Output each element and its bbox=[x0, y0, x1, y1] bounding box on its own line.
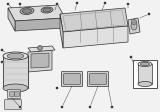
Polygon shape bbox=[63, 26, 128, 48]
Polygon shape bbox=[8, 5, 65, 21]
Circle shape bbox=[76, 1, 79, 4]
Circle shape bbox=[19, 2, 21, 5]
Ellipse shape bbox=[3, 84, 28, 92]
Circle shape bbox=[0, 60, 4, 64]
Polygon shape bbox=[28, 46, 55, 52]
Circle shape bbox=[37, 45, 43, 51]
Ellipse shape bbox=[131, 22, 137, 30]
FancyBboxPatch shape bbox=[10, 92, 14, 96]
Polygon shape bbox=[60, 14, 63, 48]
Circle shape bbox=[148, 13, 151, 15]
Circle shape bbox=[60, 106, 64, 109]
Ellipse shape bbox=[138, 61, 152, 67]
Polygon shape bbox=[3, 56, 28, 88]
Polygon shape bbox=[128, 18, 140, 34]
Circle shape bbox=[127, 2, 129, 5]
Circle shape bbox=[104, 1, 107, 4]
Circle shape bbox=[111, 106, 113, 109]
FancyBboxPatch shape bbox=[15, 92, 19, 96]
Ellipse shape bbox=[41, 7, 53, 13]
FancyBboxPatch shape bbox=[64, 74, 80, 84]
Ellipse shape bbox=[20, 8, 34, 15]
FancyBboxPatch shape bbox=[133, 60, 157, 88]
Circle shape bbox=[7, 2, 9, 5]
FancyBboxPatch shape bbox=[90, 74, 106, 84]
Ellipse shape bbox=[7, 53, 24, 59]
FancyBboxPatch shape bbox=[8, 89, 20, 98]
Polygon shape bbox=[8, 8, 15, 31]
Ellipse shape bbox=[23, 9, 32, 13]
Circle shape bbox=[0, 48, 4, 52]
Circle shape bbox=[19, 106, 21, 109]
Ellipse shape bbox=[140, 62, 149, 66]
Circle shape bbox=[39, 46, 41, 50]
Circle shape bbox=[129, 56, 132, 58]
Polygon shape bbox=[138, 64, 152, 84]
Ellipse shape bbox=[3, 52, 28, 60]
FancyBboxPatch shape bbox=[5, 100, 21, 109]
Polygon shape bbox=[28, 50, 52, 72]
FancyBboxPatch shape bbox=[88, 71, 108, 86]
Circle shape bbox=[56, 86, 59, 89]
Circle shape bbox=[56, 2, 59, 5]
Ellipse shape bbox=[138, 82, 152, 86]
Polygon shape bbox=[60, 8, 128, 32]
Circle shape bbox=[88, 106, 92, 109]
Polygon shape bbox=[15, 18, 65, 31]
Polygon shape bbox=[31, 53, 49, 68]
Circle shape bbox=[132, 19, 136, 25]
Ellipse shape bbox=[43, 8, 51, 12]
FancyBboxPatch shape bbox=[61, 71, 83, 86]
Circle shape bbox=[133, 21, 135, 23]
